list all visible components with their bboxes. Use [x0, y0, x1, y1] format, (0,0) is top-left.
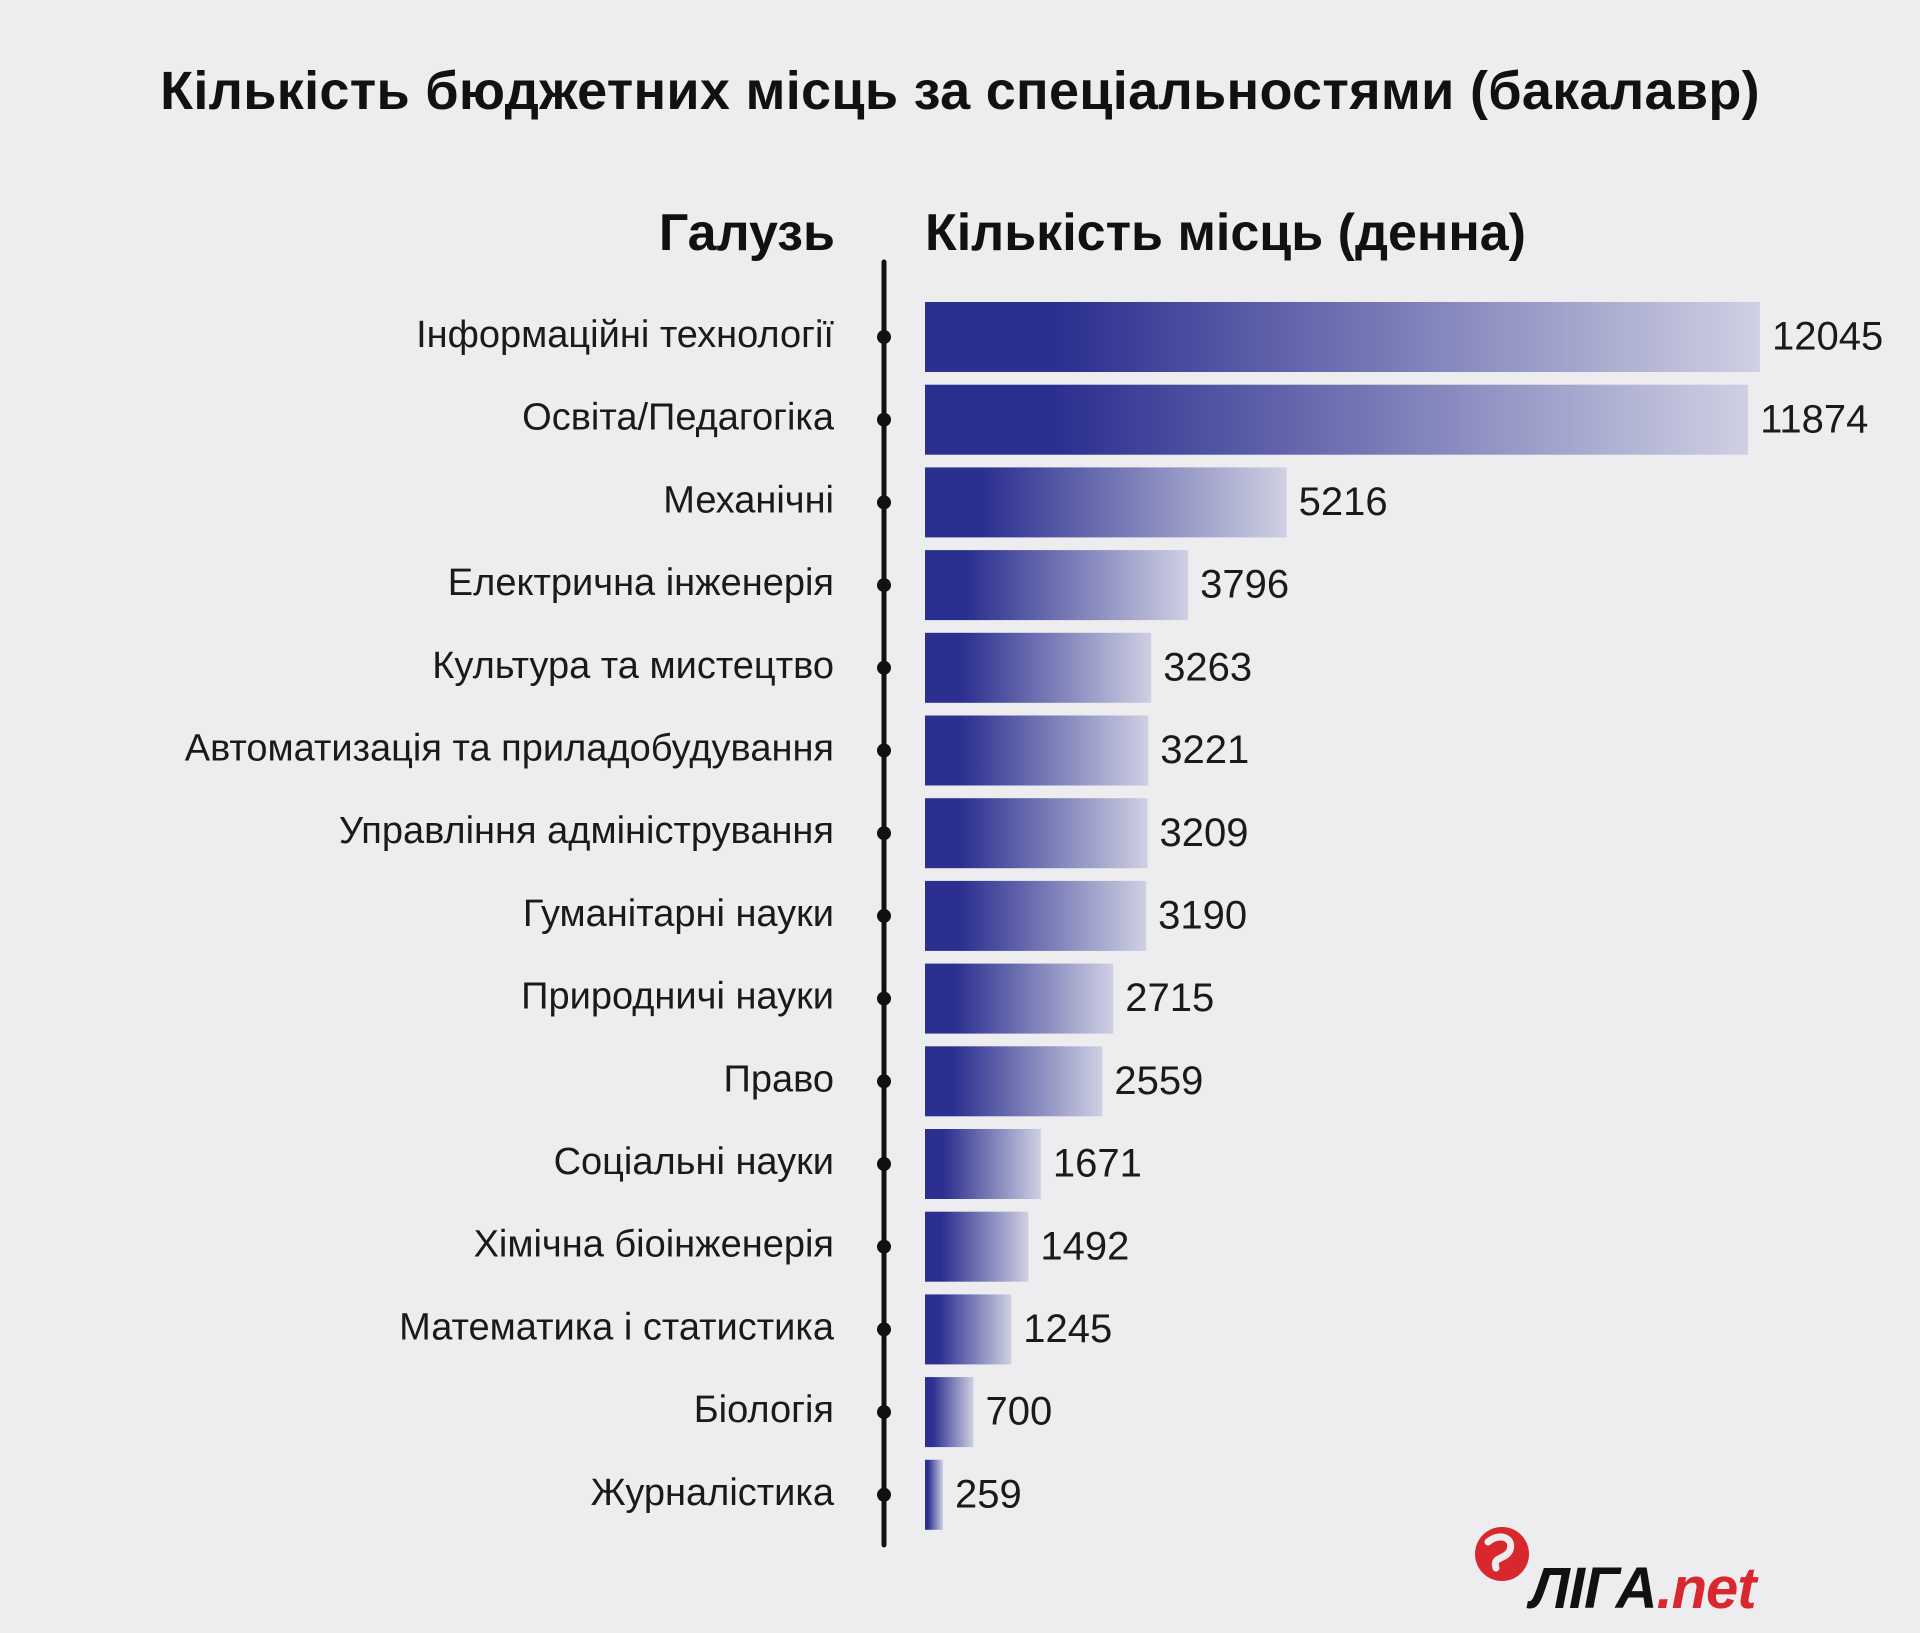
axis-tick-dot [877, 1487, 891, 1502]
value-label: 1245 [1023, 1307, 1112, 1351]
bar [925, 715, 1149, 786]
bar [925, 798, 1148, 869]
category-label: Журналістика [591, 1472, 835, 1514]
axis-tick-dot [877, 1157, 891, 1171]
category-label: Освіта/Педагогіка [522, 397, 835, 439]
bar [925, 632, 1152, 703]
value-label: 11874 [1760, 397, 1868, 441]
value-label: 3796 [1200, 563, 1289, 607]
axis-tick-dot [877, 660, 891, 675]
axis-tick-dot [877, 991, 891, 1006]
bar [925, 1211, 1029, 1282]
chart-title: Кількість бюджетних місць за спеціальнос… [160, 61, 1760, 121]
bar [925, 467, 1287, 538]
category-label: Природничі науки [521, 976, 834, 1018]
axis-tick-dot [877, 412, 891, 427]
axis-tick-dot [877, 578, 891, 593]
bar [925, 1046, 1103, 1117]
axis-tick-dot [877, 743, 891, 758]
value-header: Кількість місць (денна) [925, 204, 1526, 262]
bar [925, 1129, 1041, 1199]
value-label: 2715 [1125, 976, 1214, 1020]
bar [925, 880, 1147, 951]
category-label: Культура та мистецтво [432, 645, 834, 687]
logo-text-suffix: .net [1656, 1556, 1757, 1621]
axis-tick-dot [877, 495, 891, 510]
bar [925, 302, 1760, 372]
bar [925, 1459, 943, 1530]
category-label: Біологія [694, 1389, 834, 1431]
category-label: Автоматизація та приладобудування [185, 728, 834, 770]
category-label: Інформаційні технології [416, 314, 834, 356]
category-label: Соціальні науки [554, 1141, 834, 1183]
category-label: Гуманітарні науки [523, 893, 834, 935]
value-label: 3221 [1160, 728, 1249, 772]
liga-logo-icon [1475, 1527, 1529, 1581]
logo-text-main: ЛІГА [1530, 1556, 1657, 1621]
category-label: Хімічна біоінженерія [474, 1224, 834, 1266]
value-label: 3263 [1163, 645, 1252, 689]
value-label: 700 [986, 1390, 1053, 1434]
bar [925, 384, 1749, 455]
value-label: 259 [955, 1472, 1022, 1516]
axis-tick-dot [877, 908, 891, 923]
value-label: 12045 [1772, 315, 1883, 359]
category-label: Право [724, 1058, 834, 1100]
value-label: 3190 [1158, 893, 1247, 937]
axis-tick-dot [877, 1405, 891, 1420]
bar [925, 963, 1114, 1034]
axis-tick-dot [877, 826, 891, 841]
axis-tick-dot [877, 1322, 891, 1337]
bar [925, 1377, 974, 1448]
category-header: Галузь [658, 204, 835, 262]
category-label: Механічні [663, 479, 834, 521]
axis-tick-dot [877, 1074, 891, 1089]
value-label: 1671 [1053, 1142, 1142, 1186]
bar [925, 1294, 1012, 1365]
value-label: 1492 [1040, 1224, 1129, 1268]
value-label: 5216 [1299, 480, 1388, 524]
value-label: 2559 [1114, 1059, 1203, 1103]
axis-tick-dot [877, 1239, 891, 1254]
bar [925, 550, 1189, 621]
category-label: Математика і статистика [399, 1306, 835, 1348]
value-label: 3209 [1159, 811, 1248, 855]
axis-tick-dot [877, 330, 891, 344]
category-label: Управління адміністрування [339, 810, 834, 852]
category-label: Електрична інженерія [448, 562, 834, 604]
liga-logo: ЛІГА.net [1530, 1555, 1757, 1622]
